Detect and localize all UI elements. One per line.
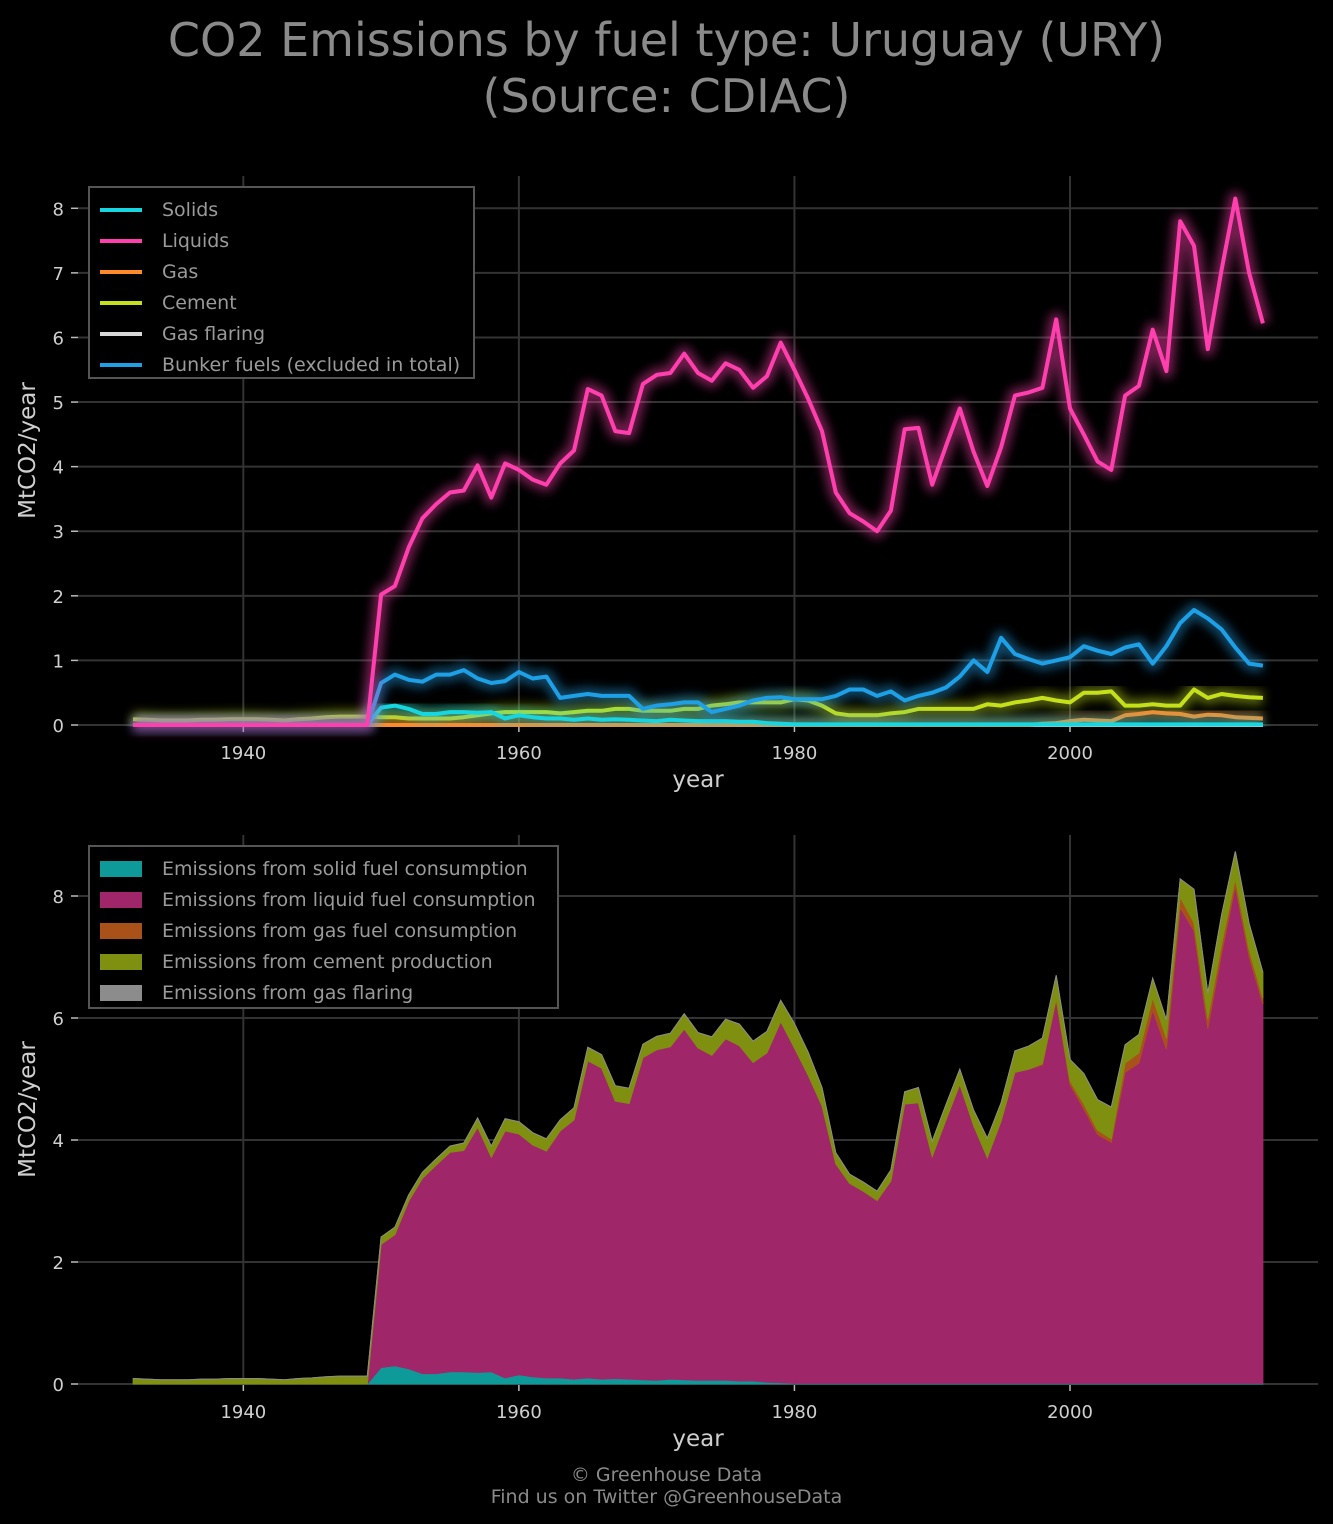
series-glow-bunker-fuels-excluded-in-total: [133, 603, 1264, 732]
top-line-chart: 1940 1960 1980 2000 0 1 2 3 4 5 6 7 8 year MtCO2/year: [15, 176, 1318, 793]
top-legend-swatch: [100, 300, 142, 305]
top-ytick-label: 5: [53, 393, 64, 414]
bottom-ytick-label: 8: [53, 887, 64, 908]
top-legend-item-liquids: Liquids: [100, 225, 463, 256]
top-chart-legend: Solids Liquids Gas Cement Gas flaring Bunker …: [88, 186, 475, 379]
top-xtick-label: 1980: [772, 743, 818, 764]
top-legend-label: Liquids: [162, 229, 230, 252]
bottom-legend-label: Emissions from gas flaring: [162, 981, 414, 1004]
top-legend-swatch: [100, 331, 142, 336]
top-legend-label: Gas flaring: [162, 322, 266, 345]
credits: © Greenhouse Data Find us on Twitter @Gr…: [0, 1464, 1333, 1508]
top-legend-label: Bunker fuels (excluded in total): [162, 353, 461, 376]
bottom-legend-swatch: [100, 953, 142, 970]
bottom-legend-label: Emissions from solid fuel consumption: [162, 857, 528, 880]
bottom-xtick-label: 1940: [220, 1402, 266, 1423]
top-ytick-label: 8: [53, 199, 64, 220]
chart-title: CO2 Emissions by fuel type: Uruguay (URY…: [0, 12, 1333, 124]
area-emissions-from-gas-flaring: [133, 851, 1264, 1381]
bottom-legend-item-emissions-from-gas-flaring: Emissions from gas flaring: [100, 977, 547, 1008]
top-ytick-label: 6: [53, 328, 64, 349]
bottom-area-chart: 1940 1960 1980 2000 0 2 4 6 8 year MtCO2/year: [15, 835, 1318, 1452]
bottom-legend-item-emissions-from-gas-fuel-consumption: Emissions from gas fuel consumption: [100, 915, 547, 946]
top-legend-item-cement: Cement: [100, 287, 463, 318]
bottom-legend-swatch: [100, 891, 142, 908]
bottom-legend-label: Emissions from liquid fuel consumption: [162, 888, 536, 911]
top-legend-swatch: [100, 207, 142, 212]
chart-title-line2: (Source: CDIAC): [482, 69, 851, 123]
top-xlabel: year: [672, 767, 724, 793]
bottom-ytick-label: 2: [53, 1253, 64, 1274]
top-legend-swatch: [100, 362, 142, 367]
bottom-xtick-label: 1980: [772, 1402, 818, 1423]
bottom-legend-swatch: [100, 860, 142, 877]
top-xtick-label: 1940: [220, 743, 266, 764]
bottom-ytick-label: 4: [53, 1131, 64, 1152]
bottom-legend-swatch: [100, 922, 142, 939]
bottom-legend-item-emissions-from-solid-fuel-consumption: Emissions from solid fuel consumption: [100, 853, 547, 884]
credits-twitter: Find us on Twitter @GreenhouseData: [490, 1486, 843, 1508]
top-legend-swatch: [100, 238, 142, 243]
top-legend-item-gas-flaring: Gas flaring: [100, 318, 463, 349]
bottom-xtick-label: 1960: [496, 1402, 542, 1423]
top-ytick-label: 2: [53, 587, 64, 608]
bottom-ytick-label: 6: [53, 1009, 64, 1030]
bottom-xtick-label: 2000: [1047, 1402, 1093, 1423]
top-legend-label: Cement: [162, 291, 237, 314]
chart-title-line1: CO2 Emissions by fuel type: Uruguay (URY…: [167, 13, 1166, 67]
top-ytick-label: 1: [53, 651, 64, 672]
bottom-legend-swatch: [100, 984, 142, 1001]
credits-copyright: © Greenhouse Data: [570, 1464, 763, 1486]
top-legend-label: Gas: [162, 260, 199, 283]
top-ylabel: MtCO2/year: [15, 382, 41, 519]
bottom-ytick-label: 0: [53, 1375, 64, 1396]
bottom-legend-item-emissions-from-cement-production: Emissions from cement production: [100, 946, 547, 977]
series-line-liquids: [133, 196, 1265, 727]
top-xtick-label: 1960: [496, 743, 542, 764]
bottom-chart-legend: Emissions from solid fuel consumption Emi…: [88, 845, 559, 1009]
bottom-xlabel: year: [672, 1426, 724, 1452]
top-ytick-label: 4: [53, 458, 64, 479]
top-ytick-label: 3: [53, 522, 64, 543]
top-legend-item-bunker-fuels-excluded-in-total: Bunker fuels (excluded in total): [100, 349, 463, 380]
top-xtick-label: 2000: [1047, 743, 1093, 764]
top-legend-item-gas: Gas: [100, 256, 463, 287]
top-ytick-label: 0: [53, 716, 64, 737]
bottom-ylabel: MtCO2/year: [15, 1041, 41, 1178]
top-legend-label: Solids: [162, 198, 219, 221]
top-ytick-label: 7: [53, 264, 64, 285]
bottom-legend-item-emissions-from-liquid-fuel-consumption: Emissions from liquid fuel consumption: [100, 884, 547, 915]
top-legend-item-solids: Solids: [100, 194, 463, 225]
bottom-legend-label: Emissions from gas fuel consumption: [162, 919, 518, 942]
top-legend-swatch: [100, 269, 142, 274]
bottom-legend-label: Emissions from cement production: [162, 950, 493, 973]
